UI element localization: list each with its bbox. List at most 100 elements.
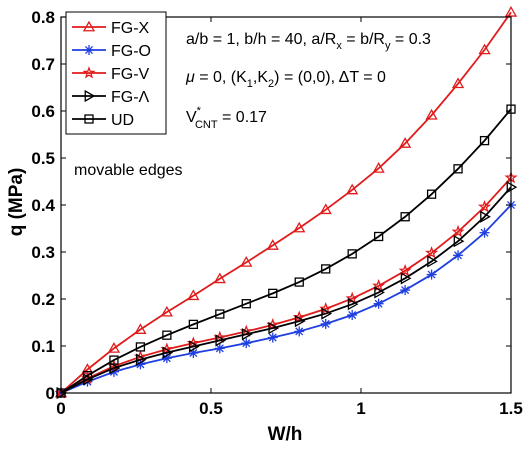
data-point-fg-x <box>266 239 279 250</box>
marker-shape <box>109 355 119 365</box>
marker-shape <box>84 114 94 124</box>
movable-edges-annotation: movable edges <box>74 162 183 179</box>
marker-shape <box>84 89 96 103</box>
data-point-fg-lambda <box>400 272 412 285</box>
legend-item-ud: UD <box>72 112 134 129</box>
legend-items: FG-X FG-O FG-V FG-Λ UD <box>72 20 151 129</box>
legend-marker <box>84 45 94 55</box>
data-point-fg-lambda <box>374 286 385 299</box>
data-point-ud <box>347 249 357 259</box>
data-point-fg-x <box>293 221 306 233</box>
legend-label: FG-X <box>111 20 150 37</box>
marker-stroke <box>85 46 93 54</box>
legend-marker <box>84 89 96 103</box>
series-line-fg-lambda <box>60 186 512 394</box>
marker-stroke <box>242 339 251 348</box>
marker-shape <box>160 305 173 317</box>
data-point-fg-v <box>451 224 465 238</box>
legend-label: UD <box>111 112 134 129</box>
y-tick-label: 0.3 <box>31 243 55 262</box>
data-point-fg-x <box>134 323 147 334</box>
legend-marker <box>82 20 96 32</box>
marker-stroke <box>480 228 489 237</box>
data-point-fg-lambda <box>506 181 518 194</box>
data-point-ud <box>162 330 172 340</box>
data-point-ud <box>426 189 437 199</box>
marker-shape <box>266 239 279 250</box>
data-point-fg-x <box>319 203 332 215</box>
data-point-ud <box>400 212 410 222</box>
y-tick-label: 0.1 <box>31 337 55 356</box>
marker-shape <box>504 5 518 17</box>
marker-shape <box>451 77 465 89</box>
marker-shape <box>346 183 359 195</box>
aspect-ratio-annotation: a/b = 1, b/h = 40, a/Rx = b/Ry = 0.3 <box>186 31 431 52</box>
data-point-fg-x <box>425 108 438 120</box>
marker-shape <box>425 108 438 120</box>
data-point-fg-lambda <box>241 328 253 341</box>
data-point-ud <box>82 370 93 381</box>
data-point-fg-lambda <box>294 314 306 328</box>
marker-shape <box>427 255 438 268</box>
data-point-fg-lambda <box>268 322 280 335</box>
marker-shape <box>374 286 385 299</box>
y-tick-label: 0.2 <box>31 290 55 309</box>
data-point-fg-o <box>400 285 411 296</box>
marker-stroke <box>454 251 463 260</box>
marker-shape <box>425 246 439 259</box>
marker-shape <box>162 330 172 340</box>
data-point-fg-o <box>241 338 252 349</box>
data-point-fg-x <box>451 77 465 89</box>
x-tick-label: 1 <box>356 399 365 418</box>
marker-shape <box>321 264 331 274</box>
legend-item-fg-v: FG-V <box>72 66 150 83</box>
y-tick-label: 0.5 <box>31 149 55 168</box>
marker-shape <box>372 278 386 292</box>
marker-shape <box>506 181 518 194</box>
legend-item-fg-x: FG-X <box>72 20 150 37</box>
data-point-ud <box>268 288 278 299</box>
y-tick-label: 0 <box>46 384 55 403</box>
foundation-annotation: μ = 0, (K1,K2) = (0,0), ΔT = 0 <box>185 69 386 90</box>
data-point-fg-lambda <box>453 235 465 248</box>
marker-shape <box>135 342 146 352</box>
series-ud <box>56 104 516 398</box>
marker-shape <box>479 135 490 146</box>
data-point-fg-v <box>425 246 439 259</box>
data-point-ud <box>479 135 490 146</box>
marker-shape <box>241 299 251 309</box>
marker-stroke <box>427 270 436 279</box>
marker-shape <box>241 328 253 341</box>
legend-item-fg-o: FG-O <box>72 43 151 60</box>
data-point-fg-o <box>347 309 358 320</box>
legend: FG-X FG-O FG-V FG-Λ UD <box>65 11 167 135</box>
x-tick-label: 0.5 <box>199 399 223 418</box>
legend-label: FG-V <box>111 66 150 83</box>
data-point-ud <box>321 264 331 274</box>
marker-shape <box>478 200 492 213</box>
marker-shape <box>82 370 93 381</box>
marker-shape <box>82 20 96 32</box>
data-point-ud <box>453 164 463 174</box>
data-point-fg-x <box>504 5 518 17</box>
data-point-ud <box>135 342 146 352</box>
data-point-fg-lambda <box>109 361 121 375</box>
marker-shape <box>162 346 174 359</box>
series-line-fg-o <box>60 204 512 394</box>
marker-shape <box>373 231 384 242</box>
data-point-fg-o <box>267 332 278 343</box>
marker-stroke <box>136 360 145 369</box>
data-point-ud <box>188 319 199 330</box>
marker-shape <box>188 319 199 330</box>
data-point-ud <box>373 231 384 242</box>
data-point-fg-lambda <box>136 353 147 366</box>
y-tick-label: 0.8 <box>31 8 55 27</box>
data-point-fg-x <box>213 272 226 284</box>
legend-marker <box>84 114 94 124</box>
marker-shape <box>107 342 121 353</box>
marker-shape <box>294 277 304 287</box>
marker-shape <box>321 307 333 320</box>
data-point-fg-o <box>135 359 146 370</box>
data-point-fg-x <box>107 342 121 353</box>
